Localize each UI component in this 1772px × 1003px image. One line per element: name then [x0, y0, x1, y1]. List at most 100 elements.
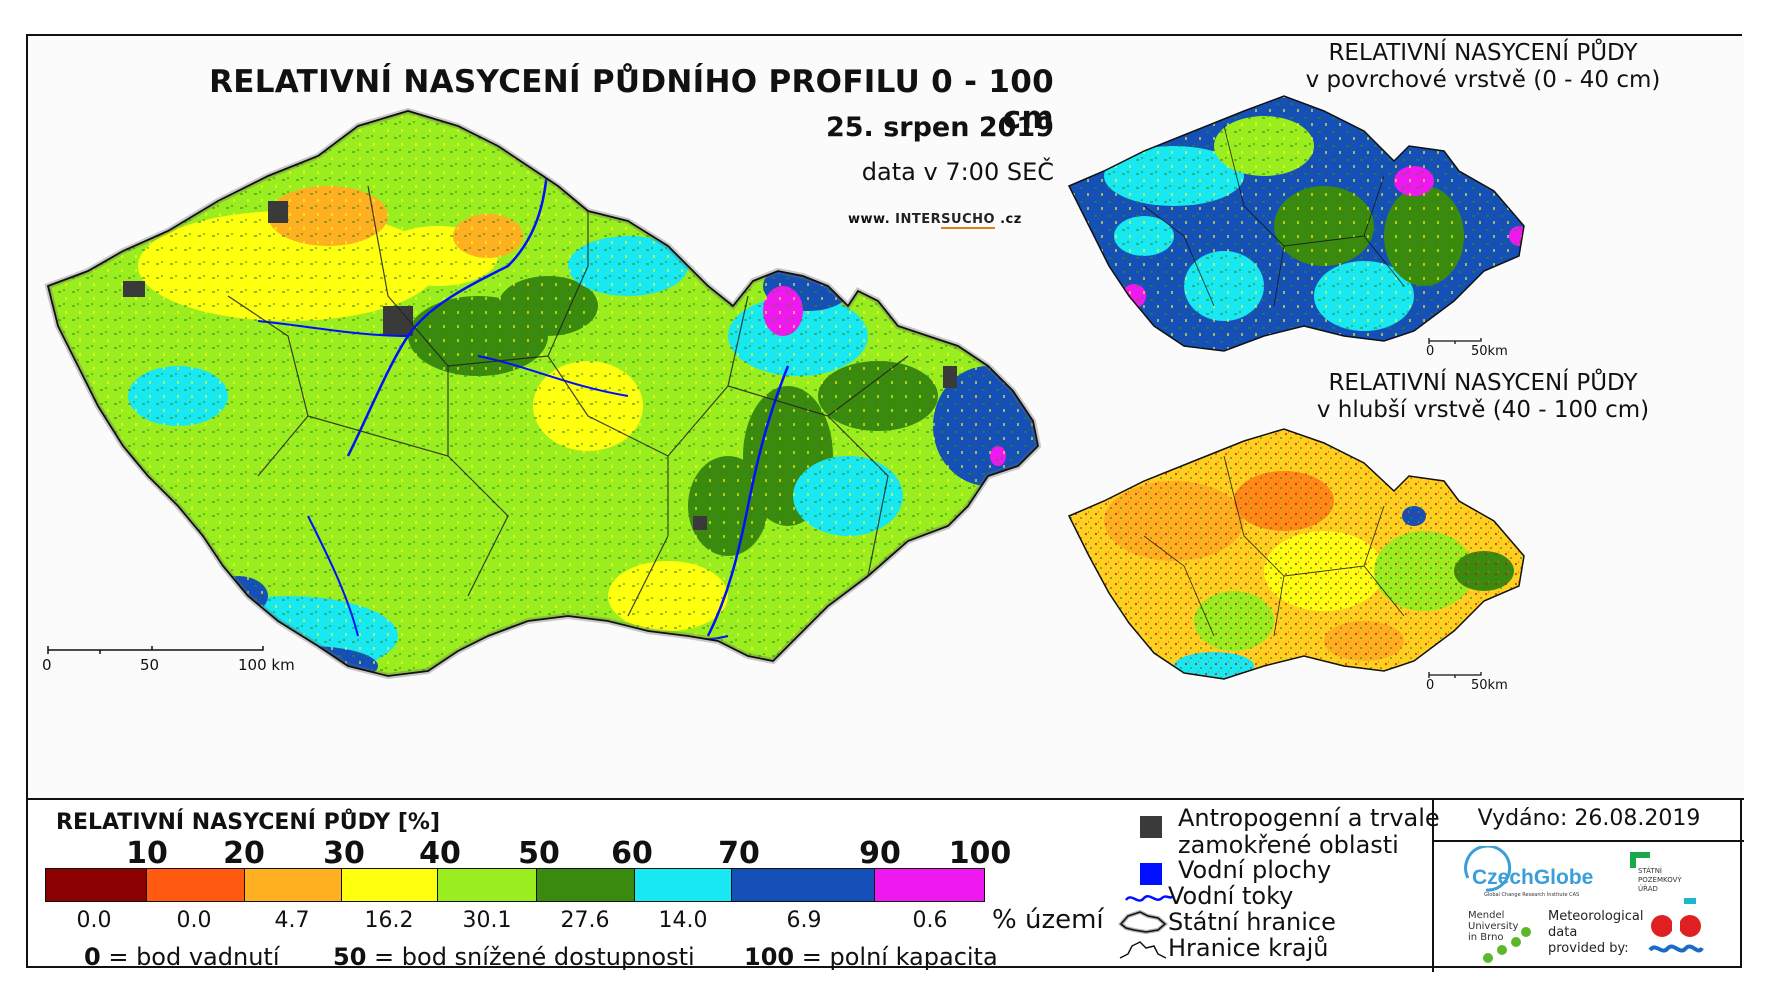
- key-0-text: = bod vadnutí: [100, 943, 280, 971]
- inset-top-title: RELATIVNÍ NASYCENÍ PŮDY v povrchové vrst…: [1218, 40, 1748, 94]
- website-brand-inter: INTER: [895, 212, 942, 227]
- legend-swatch-0-10: [46, 869, 147, 901]
- state-border-label: Státní hranice: [1168, 908, 1336, 936]
- threshold-90: 90: [859, 836, 901, 871]
- legend-title: RELATIVNÍ NASYCENÍ PŮDY [%]: [56, 810, 441, 835]
- mendel-line2: University: [1468, 921, 1519, 932]
- mendel-university-logo: Mendel University in Brno: [1468, 910, 1531, 963]
- key-0-number: 0: [84, 943, 101, 971]
- spu-line1: STÁTNÍ: [1638, 866, 1662, 875]
- inset-top-title-line1: RELATIVNÍ NASYCENÍ PŮDY: [1328, 40, 1638, 66]
- legend-area: RELATIVNÍ NASYCENÍ PŮDY [%] 10 20 30 40 …: [28, 798, 1744, 972]
- threshold-30: 30: [323, 836, 365, 871]
- inset-top-scale-0: 0: [1426, 344, 1435, 359]
- chmi-logo: [1648, 915, 1704, 953]
- region-border-icon: [1119, 941, 1167, 959]
- map-date: 25. srpen 2019: [825, 112, 1054, 143]
- legend-swatch-10-20: [147, 869, 245, 901]
- meteo-line2: data: [1548, 925, 1577, 940]
- percent-class-5: 30.1: [462, 908, 512, 933]
- inset-bottom-title-line1: RELATIVNÍ NASYCENÍ PŮDY: [1328, 370, 1638, 396]
- inset-top-scale-50km: 50km: [1471, 344, 1508, 359]
- threshold-60: 60: [611, 836, 653, 871]
- state-border-icon: [1118, 909, 1168, 935]
- percent-class-2: 0.0: [176, 908, 212, 933]
- main-scale-100km: 100 km: [238, 656, 295, 674]
- main-soil-moisture-map: [28, 36, 1058, 716]
- inset-bottom-title-line2: v hlubší vrstvě (40 - 100 cm): [1316, 397, 1650, 423]
- legend-divider-vertical: [1432, 800, 1434, 972]
- website-link[interactable]: www. INTERSUCHO .cz: [848, 212, 1022, 229]
- inset-bottom-scale-50km: 50km: [1471, 678, 1508, 693]
- legend-color-bar: [45, 868, 985, 902]
- meteorological-data-credit: Meteorological data provided by:: [1548, 909, 1643, 956]
- inset-top-title-line2: v povrchové vrstvě (0 - 40 cm): [1305, 67, 1661, 93]
- percent-class-3: 4.7: [274, 908, 310, 933]
- anthropogenic-label-2: zamokřené oblasti: [1178, 831, 1399, 859]
- threshold-20: 20: [223, 836, 265, 871]
- main-map-title: RELATIVNÍ NASYCENÍ PŮDNÍHO PROFILU 0 - 1…: [209, 64, 1054, 136]
- key-50-text: = bod snížené dostupnosti: [366, 943, 695, 971]
- legend-swatch-90-100: [875, 869, 984, 901]
- key-reduced-availability: 50 = bod snížené dostupnosti: [333, 943, 695, 971]
- map-sheet: 0 50 100 km RELATIVNÍ NASYCENÍ PŮDNÍHO P…: [26, 34, 1744, 972]
- mendel-line1: Mendel: [1468, 910, 1504, 921]
- key-field-capacity: 100 = polní kapacita: [744, 943, 998, 971]
- legend-swatch-60-70: [635, 869, 732, 901]
- threshold-40: 40: [419, 836, 461, 871]
- main-scale-50: 50: [140, 656, 160, 674]
- percent-class-1: 0.0: [76, 908, 112, 933]
- percent-class-9: 0.6: [912, 908, 948, 933]
- main-scale-bar: [47, 646, 264, 654]
- legend-swatch-20-30: [245, 869, 342, 901]
- percent-class-7: 14.0: [658, 908, 708, 933]
- website-brand-sucho: SUCHO: [941, 212, 996, 229]
- partner-logos: CzechGlobe Global Change Research Instit…: [1464, 846, 1704, 963]
- spu-logo: STÁTNÍ POZEMKOVÝ ÚŘAD: [1630, 852, 1696, 904]
- anthropogenic-area-swatch: [1140, 816, 1162, 838]
- water-bodies-swatch: [1140, 863, 1162, 885]
- threshold-70: 70: [718, 836, 760, 871]
- meteo-line1: Meteorological: [1548, 909, 1643, 924]
- inset-bottom-scale-bar: [1428, 672, 1482, 678]
- legend-swatch-40-50: [438, 869, 537, 901]
- threshold-100: 100: [948, 836, 1012, 871]
- water-streams-line-icon: [1125, 894, 1175, 902]
- inset-top-scale-bar: [1428, 338, 1482, 344]
- percent-class-6: 27.6: [560, 908, 610, 933]
- legend-swatch-50-60: [537, 869, 635, 901]
- data-time: data v 7:00 SEČ: [861, 158, 1054, 186]
- legend-swatch-70-90: [732, 869, 875, 901]
- water-bodies-label: Vodní plochy: [1178, 856, 1332, 884]
- inset-deep-layer-map: [1068, 428, 1525, 680]
- key-100-number: 100: [744, 943, 795, 971]
- percent-class-8: 6.9: [786, 908, 822, 933]
- map-field: 0 50 100 km RELATIVNÍ NASYCENÍ PŮDNÍHO P…: [28, 36, 1744, 798]
- inset-bottom-scale-0: 0: [1426, 678, 1435, 693]
- threshold-50: 50: [518, 836, 560, 871]
- website-suffix: .cz: [995, 212, 1022, 227]
- legend-swatch-30-40: [342, 869, 438, 901]
- czechglobe-logo: CzechGlobe Global Change Research Instit…: [1464, 846, 1593, 898]
- website-prefix: www.: [848, 212, 896, 227]
- spu-line3: ÚŘAD: [1638, 884, 1658, 893]
- water-streams-label: Vodní toky: [1168, 882, 1294, 910]
- meteo-line3: provided by:: [1548, 941, 1629, 956]
- region-border-label: Hranice krajů: [1168, 934, 1329, 962]
- mendel-line3: in Brno: [1468, 932, 1504, 943]
- czechglobe-subtext: Global Change Research Institute CAS: [1484, 892, 1579, 898]
- percent-territory-label: % území: [992, 905, 1104, 935]
- inset-bottom-title: RELATIVNÍ NASYCENÍ PŮDY v hlubší vrstvě …: [1218, 370, 1748, 424]
- main-scale-0: 0: [42, 656, 52, 674]
- percent-class-4: 16.2: [364, 908, 414, 933]
- czechglobe-text: CzechGlobe: [1472, 866, 1593, 889]
- key-100-text: = polní kapacita: [794, 943, 998, 971]
- key-wilting-point: 0 = bod vadnutí: [84, 943, 280, 971]
- legend-divider-horizontal: [1432, 840, 1744, 842]
- issued-date: Vydáno: 26.08.2019: [1477, 806, 1701, 831]
- inset-surface-layer-map: [1068, 95, 1525, 352]
- key-50-number: 50: [333, 943, 367, 971]
- anthropogenic-label-1: Antropogenní a trvale: [1178, 804, 1440, 832]
- threshold-10: 10: [126, 836, 168, 871]
- spu-line2: POZEMKOVÝ: [1638, 875, 1682, 884]
